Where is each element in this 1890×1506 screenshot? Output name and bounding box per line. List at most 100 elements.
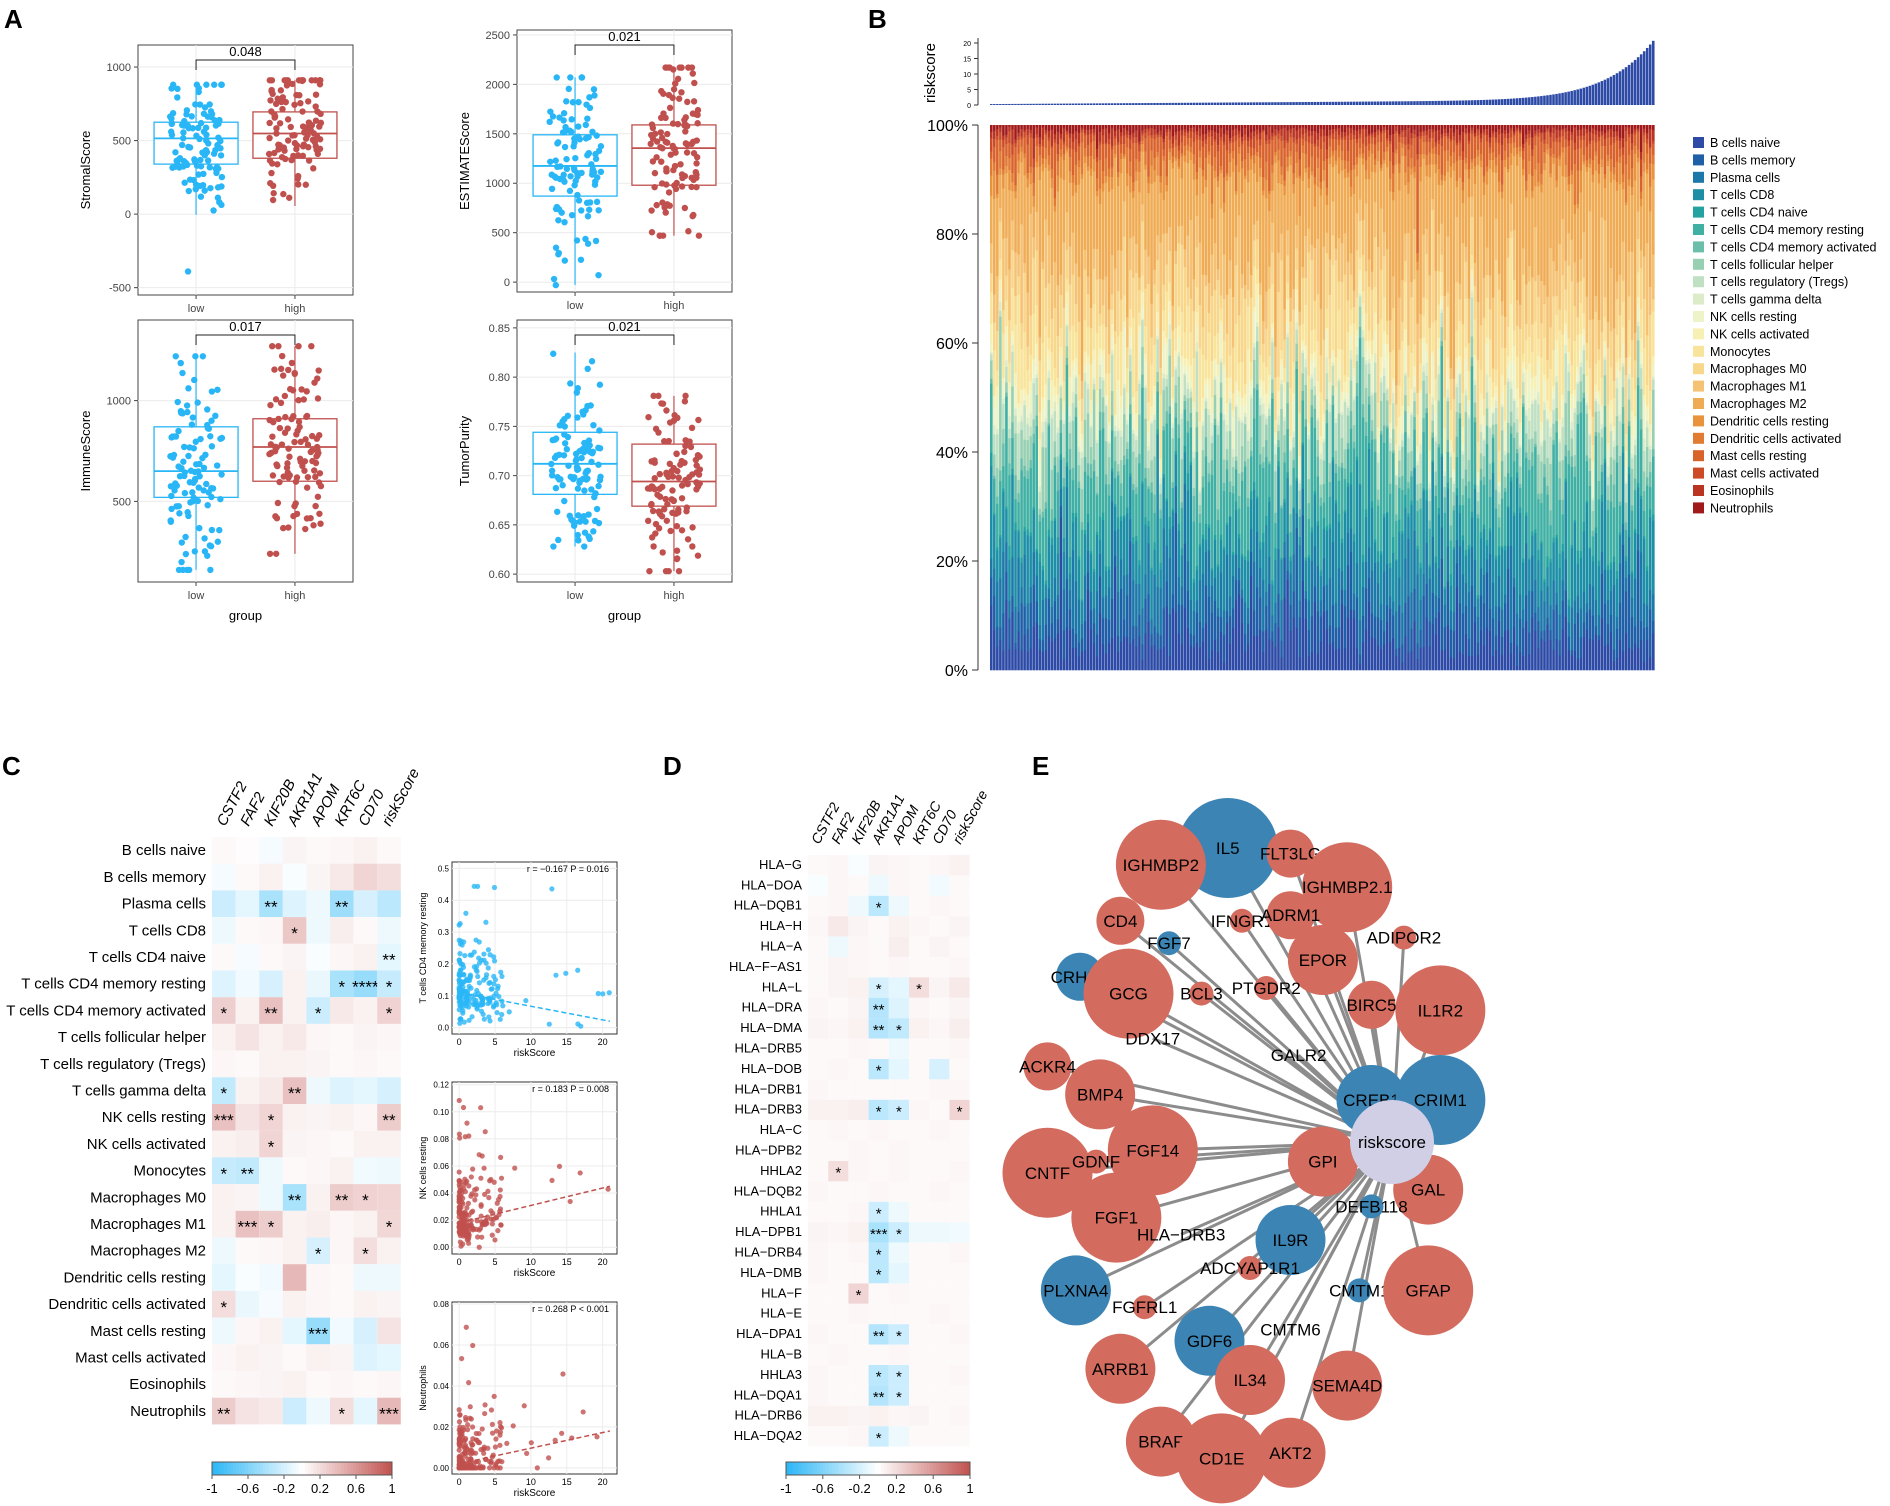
stack-segment: [1325, 252, 1329, 309]
stack-segment: [1401, 475, 1404, 491]
stack-segment: [1041, 139, 1045, 147]
stack-segment: [1132, 625, 1135, 640]
data-point: [167, 517, 174, 524]
stack-segment: [1077, 374, 1081, 401]
data-point: [563, 155, 570, 163]
stack-segment: [1186, 388, 1190, 399]
stack-segment: [1497, 125, 1501, 130]
stack-segment: [1050, 641, 1054, 671]
stack-segment: [1195, 139, 1199, 173]
stack-segment: [1325, 610, 1329, 630]
stack-segment: [1029, 172, 1032, 185]
stack-segment: [1249, 132, 1253, 140]
stack-segment: [1156, 259, 1159, 294]
stack-segment: [1274, 134, 1277, 137]
stack-segment: [1262, 190, 1265, 196]
stack-segment: [1455, 456, 1459, 489]
data-point: [275, 343, 282, 350]
stack-segment: [1050, 379, 1054, 409]
stack-segment: [1210, 474, 1214, 569]
stack-segment: [1014, 198, 1017, 253]
stack-segment: [1286, 129, 1289, 141]
stack-segment: [1165, 184, 1168, 192]
stack-segment: [1337, 127, 1341, 135]
p-value: 0.017: [229, 319, 262, 334]
stack-segment: [1398, 133, 1401, 137]
stack-segment: [993, 294, 996, 323]
stack-segment: [1192, 179, 1196, 280]
stack-segment: [1246, 305, 1250, 350]
data-point: [590, 528, 597, 535]
stack-segment: [1186, 144, 1190, 151]
stack-segment: [1225, 525, 1229, 555]
riskscore-bar: [1240, 102, 1244, 105]
stack-segment: [1437, 154, 1441, 170]
stack-segment: [1298, 600, 1301, 618]
stack-segment: [1404, 136, 1407, 145]
stack-segment: [1265, 629, 1268, 671]
stack-segment: [1413, 468, 1416, 531]
data-point: [681, 448, 688, 456]
stack-segment: [1458, 603, 1462, 652]
stack-segment: [1431, 396, 1434, 405]
stack-segment: [1183, 131, 1187, 136]
stack-segment: [1083, 269, 1087, 320]
stack-segment: [1180, 225, 1184, 245]
stack-segment: [1123, 236, 1126, 296]
stack-segment: [1334, 627, 1338, 650]
stack-segment: [1265, 456, 1268, 516]
data-point: [174, 398, 181, 406]
stack-segment: [1011, 154, 1014, 173]
stack-segment: [1355, 354, 1359, 362]
riskscore-bar: [1231, 102, 1235, 105]
stack-segment: [1389, 562, 1392, 569]
stack-segment: [1379, 377, 1383, 383]
stack-segment: [1113, 130, 1117, 137]
stack-segment: [1280, 559, 1283, 601]
stack-segment: [1126, 448, 1129, 460]
stack-segment: [1334, 503, 1338, 604]
stack-segment: [1404, 328, 1407, 349]
stack-segment: [1283, 434, 1286, 453]
stack-segment: [1101, 618, 1105, 645]
stack-segment: [1126, 512, 1129, 575]
box-iqr: [252, 418, 338, 482]
riskscore-bar: [1225, 102, 1229, 105]
stack-segment: [1452, 546, 1456, 550]
stack-segment: [1352, 610, 1356, 619]
stack-segment: [1295, 308, 1298, 323]
stack-segment: [1337, 380, 1341, 414]
riskscore-bar: [1177, 102, 1180, 105]
stack-segment: [1240, 420, 1244, 424]
stack-segment: [1132, 429, 1135, 434]
stack-segment: [1464, 389, 1468, 396]
stack-segment: [1268, 639, 1271, 671]
stack-segment: [1295, 360, 1298, 369]
stack-segment: [1376, 150, 1380, 162]
riskscore-bar: [1525, 97, 1528, 105]
stack-segment: [993, 407, 996, 426]
stack-segment: [1243, 403, 1247, 413]
stack-segment: [1156, 125, 1159, 133]
stack-segment: [993, 513, 996, 516]
stack-segment: [1497, 481, 1501, 484]
stack-segment: [1389, 404, 1392, 423]
data-point: [316, 470, 324, 477]
stack-segment: [1431, 322, 1434, 352]
stack-segment: [1298, 490, 1301, 510]
stack-segment: [999, 131, 1002, 140]
stack-segment: [1355, 249, 1359, 298]
stack-segment: [1352, 376, 1356, 398]
stack-segment: [1395, 559, 1398, 562]
stack-segment: [1340, 139, 1344, 151]
stack-segment: [1144, 517, 1147, 526]
stack-segment: [1316, 340, 1320, 381]
stack-segment: [1053, 261, 1057, 308]
stack-segment: [1101, 380, 1105, 398]
stack-segment: [1376, 134, 1380, 143]
riskscore-bar: [1059, 103, 1063, 105]
stack-segment: [1174, 450, 1178, 455]
data-point: [595, 461, 602, 468]
stack-segment: [1041, 570, 1045, 601]
y-tick-label: 0.75: [489, 421, 510, 433]
